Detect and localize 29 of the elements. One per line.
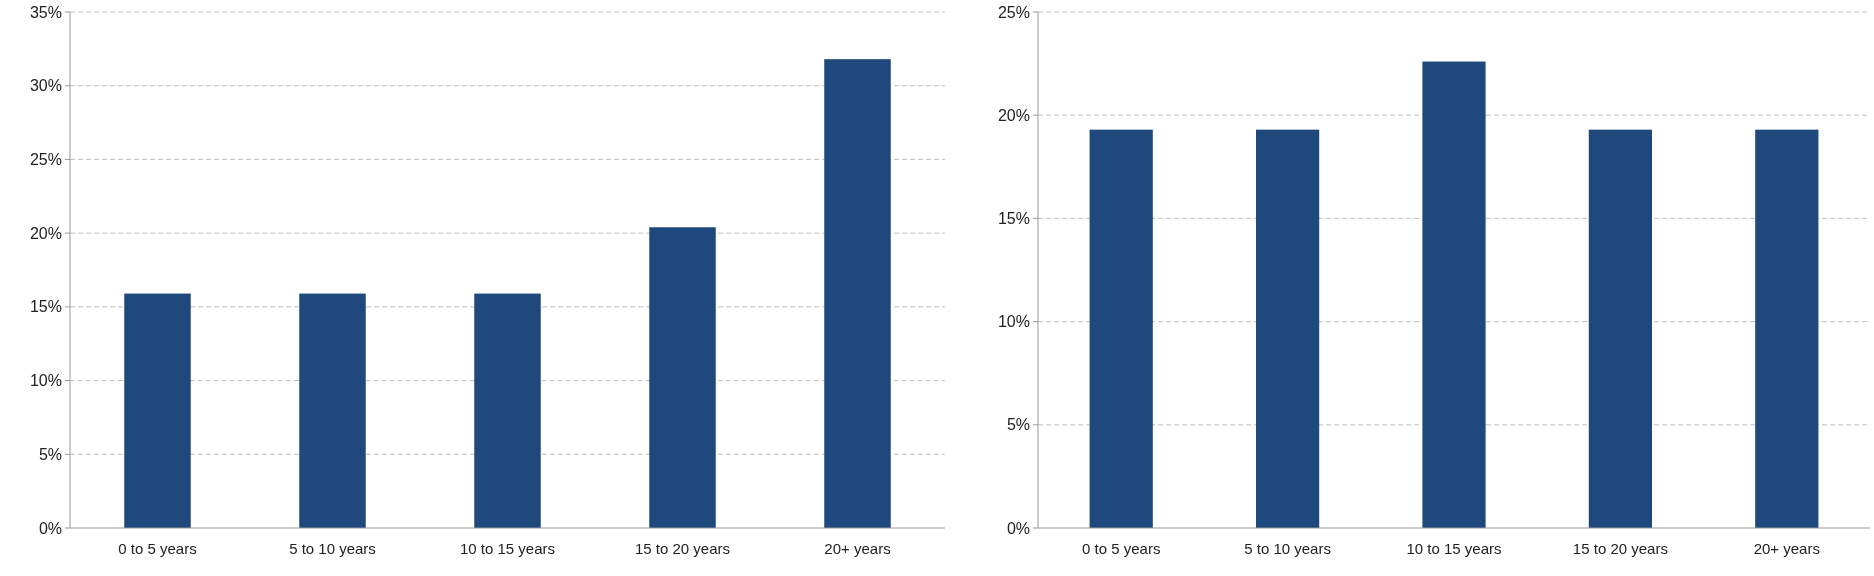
bar: [124, 293, 191, 528]
bar: [824, 59, 891, 528]
y-tick-label: 0%: [38, 519, 62, 537]
x-tick-label: 15 to 20 years: [1572, 540, 1668, 557]
y-tick-label: 5%: [1006, 416, 1030, 434]
bar: [474, 293, 541, 528]
y-tick-label: 5%: [38, 445, 62, 463]
y-tick-label: 25%: [997, 3, 1030, 21]
bar: [299, 293, 366, 528]
x-tick-label: 10 to 15 years: [459, 540, 556, 557]
y-tick-label: 20%: [29, 224, 62, 242]
y-tick-label: 30%: [29, 77, 62, 95]
x-tick-label: 10 to 15 years: [1406, 540, 1502, 557]
y-tick-label: 10%: [29, 372, 62, 390]
y-tick-label: 20%: [997, 106, 1030, 124]
y-tick-label: 35%: [29, 3, 62, 21]
x-tick-label: 20+ years: [1753, 540, 1820, 557]
x-tick-label: 0 to 5 years: [1082, 540, 1161, 557]
y-tick-label: 15%: [997, 210, 1030, 227]
y-tick-label: 0%: [1006, 519, 1030, 537]
y-tick-label: 25%: [29, 151, 62, 169]
y-tick-label: 15%: [29, 298, 62, 316]
x-tick-label: 5 to 10 years: [1244, 540, 1331, 557]
x-tick-label: 15 to 20 years: [634, 540, 731, 557]
x-tick-label: 0 to 5 years: [118, 540, 197, 557]
x-tick-label: 20+ years: [824, 540, 891, 557]
x-tick-label: 5 to 10 years: [289, 540, 376, 557]
y-tick-label: 10%: [997, 313, 1030, 331]
bar: [649, 227, 716, 528]
